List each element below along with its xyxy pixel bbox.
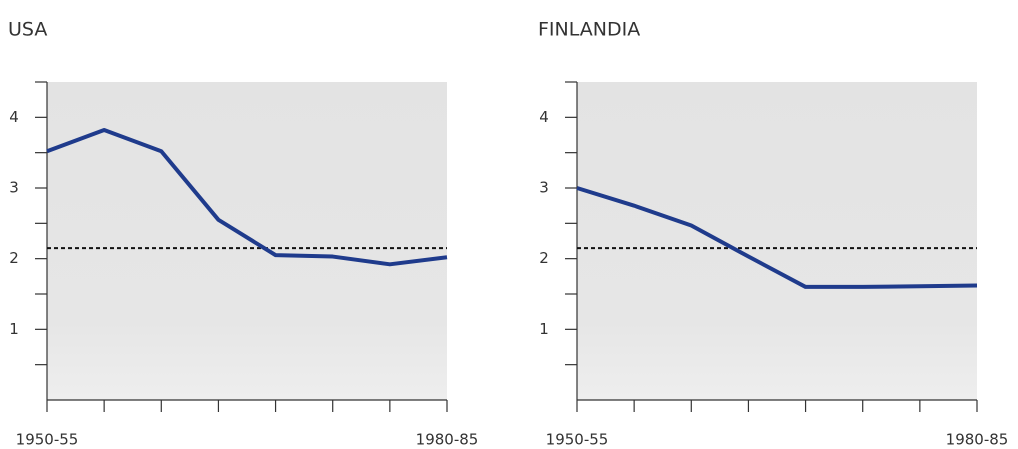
x-tick-label: 1980-85: [416, 431, 479, 449]
x-tick-label: 1950-55: [546, 431, 609, 449]
y-tick-label: 1: [539, 320, 549, 338]
y-tick-label: 3: [9, 179, 19, 197]
y-tick-label: 2: [9, 249, 19, 267]
y-tick-label: 3: [539, 179, 549, 197]
y-tick-label: 4: [9, 108, 19, 126]
x-tick-label: 1980-85: [946, 431, 1009, 449]
chart-title: USA: [8, 19, 47, 41]
y-tick-label: 2: [539, 249, 549, 267]
y-tick-label: 4: [539, 108, 549, 126]
chart-title: FINLANDIA: [538, 19, 640, 41]
y-tick-label: 1: [9, 320, 19, 338]
data-line: [576, 186, 978, 289]
data-line: [46, 128, 448, 267]
x-tick-label: 1950-55: [16, 431, 79, 449]
plot-background: [577, 82, 977, 400]
